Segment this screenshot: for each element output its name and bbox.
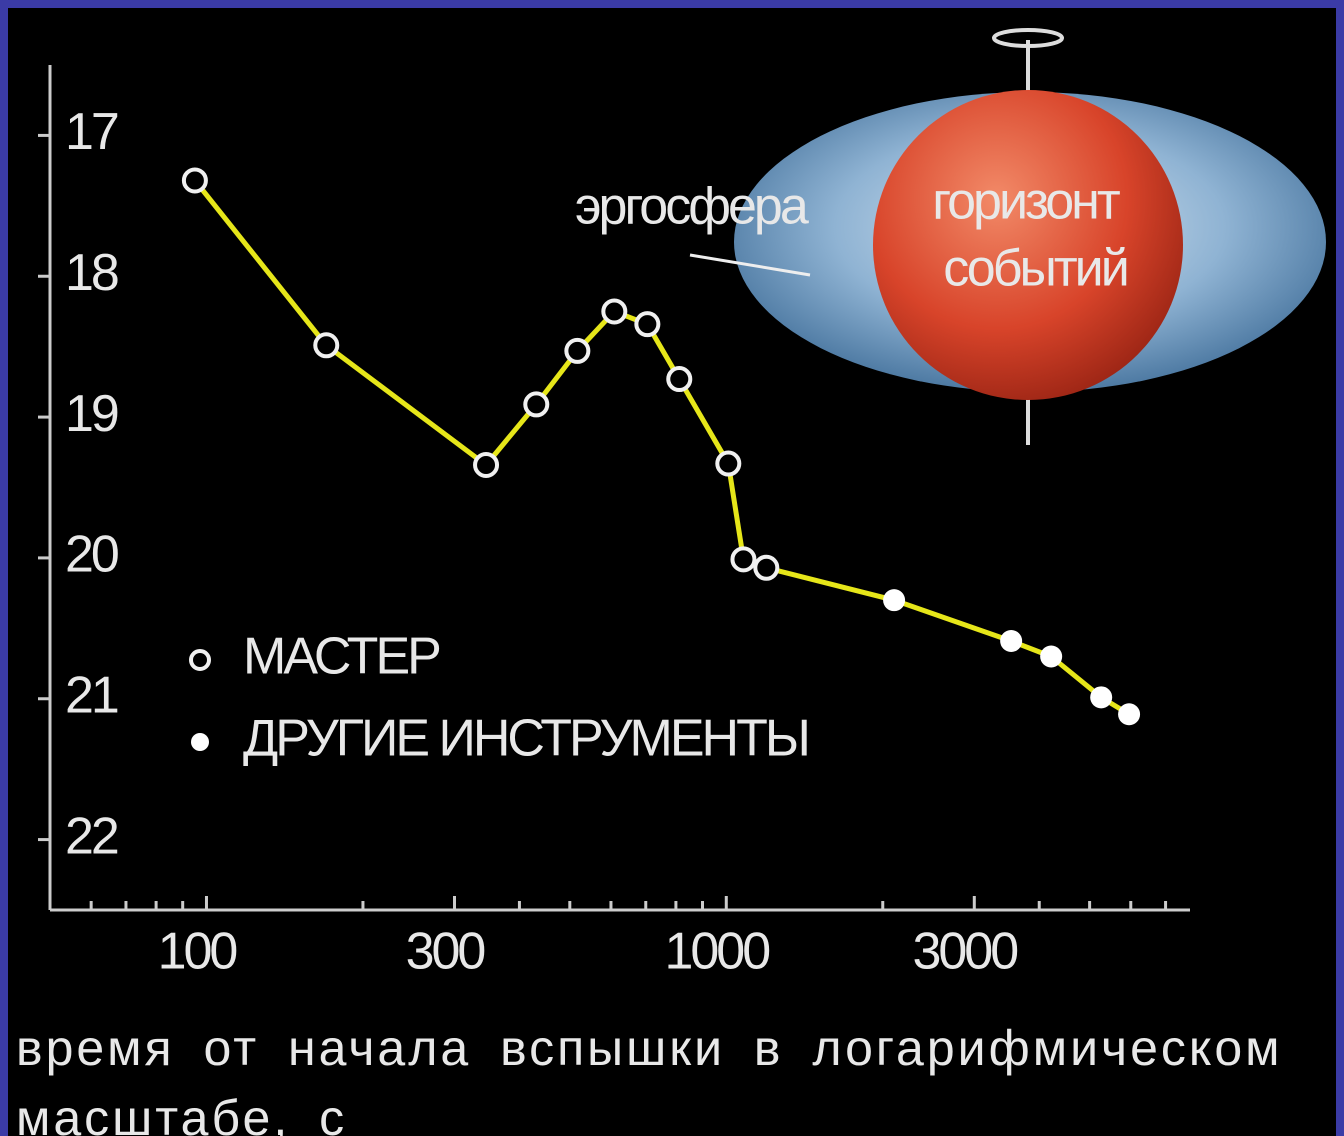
legend-marker — [189, 649, 211, 671]
horizon-label: горизонт — [932, 173, 1120, 231]
point — [601, 298, 628, 325]
legend: МАСТЕР ДРУГИЕ ИНСТРУМЕНТЫ — [189, 628, 811, 768]
horizon-label: событий — [943, 240, 1127, 298]
legend-marker — [191, 733, 209, 751]
point — [753, 554, 780, 581]
point — [730, 546, 757, 573]
x-axis-label: время от начала вспышки в логарифмическо… — [16, 1020, 1283, 1136]
point — [1000, 630, 1023, 653]
y-tick-label: 20 — [65, 526, 118, 584]
legend-label: МАСТЕР — [243, 628, 439, 686]
y-tick-label: 21 — [65, 666, 118, 724]
point — [1090, 686, 1113, 709]
point — [523, 391, 550, 418]
point — [181, 167, 208, 194]
point — [473, 451, 500, 478]
point — [715, 450, 742, 477]
line-segment — [893, 597, 1012, 644]
line-segment — [324, 343, 488, 467]
point — [666, 366, 693, 393]
point — [1118, 703, 1141, 726]
y-tick-label: 19 — [65, 385, 118, 443]
point — [634, 311, 661, 338]
x-tick-label: 300 — [406, 923, 485, 981]
x-tick-label: 3000 — [912, 923, 1017, 981]
line-segment — [725, 463, 746, 560]
y-tick-label: 18 — [65, 244, 118, 302]
black-hole-illustration: эргосфера горизонт событий — [575, 28, 1326, 445]
point — [313, 332, 340, 359]
x-tick-label: 100 — [158, 923, 237, 981]
line-segment — [484, 402, 539, 467]
line-segment — [192, 178, 329, 347]
x-tick-label: 1000 — [664, 923, 769, 981]
frame: эргосфера горизонт событий МАСТЕР ДРУГИЕ … — [8, 8, 1336, 1136]
ergosphere-label: эргосфера — [575, 178, 809, 236]
y-tick-label: 22 — [65, 807, 118, 865]
line-segment — [677, 377, 731, 465]
point — [1040, 645, 1063, 668]
chart: эргосфера горизонт событий МАСТЕР ДРУГИЕ … — [38, 28, 1326, 981]
point — [564, 337, 591, 364]
y-tick-label: 17 — [65, 103, 118, 161]
point — [883, 589, 906, 612]
line-segment — [765, 565, 895, 603]
legend-label: ДРУГИЕ ИНСТРУМЕНТЫ — [243, 710, 808, 768]
